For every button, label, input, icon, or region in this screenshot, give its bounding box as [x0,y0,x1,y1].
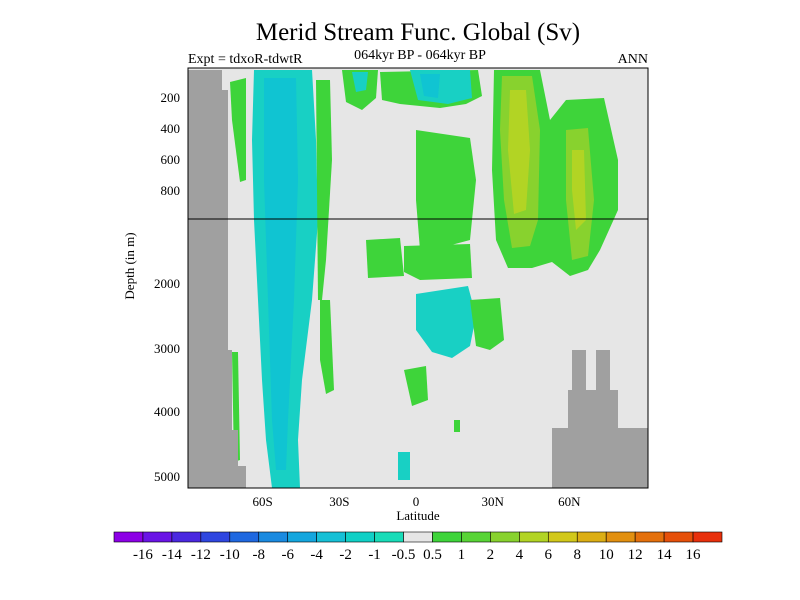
x-tick-label: 0 [413,494,420,509]
colorbar-swatch [547,531,578,543]
period-label: 064kyr BP - 064kyr BP [354,48,486,63]
mid-green-3 [404,244,472,280]
colorbar-label: -10 [220,547,240,563]
colorbar-swatch [229,531,260,543]
arctic-land-mask [552,350,648,488]
mid-green-4 [318,168,328,200]
y-tick-800: 800 [161,183,181,198]
colorbar-label: -0.5 [392,547,416,563]
colorbar-label: -1 [368,547,381,563]
colorbar-swatch [692,531,723,543]
x-tick-label: 60N [558,494,581,509]
colorbar-label: 16 [686,547,702,563]
green-band-south-3 [320,300,334,394]
colorbar-label: -12 [191,547,211,563]
colorbar-swatch [519,531,549,543]
colorbar-swatch [171,531,202,543]
mid-green-2 [366,238,404,278]
colorbar-swatch [113,531,144,543]
colorbar-label: -2 [339,547,352,563]
antarctic-land-mask [188,70,246,488]
colorbar-swatch [663,531,694,543]
y-tick-400: 400 [161,121,181,136]
x-axis-label: Latitude [396,508,440,523]
deep-green-tiny [454,420,460,432]
colorbar-swatch [287,531,317,543]
colorbar-swatch [403,531,433,543]
colorbar-swatch [461,531,491,543]
shallow-cyan-3 [352,72,368,92]
y-tick-600: 600 [161,152,181,167]
x-tick-label: 30S [329,494,349,509]
deep-green-equator [470,298,504,350]
y-tick-3000: 3000 [154,341,180,356]
colorbar-label: 14 [657,547,673,563]
season-label: ANN [618,52,648,67]
x-tick-label: 60S [253,494,273,509]
northern-yellow-core-2 [572,150,586,230]
deep-cyan-small [398,452,410,480]
colorbar-label: 8 [573,547,581,563]
colorbar-swatch [200,531,231,543]
deep-cyan-equator [416,286,476,358]
colorbar-swatch [432,531,462,543]
deep-green-small [404,366,428,406]
x-axis: Latitude 60S 30S 0 30N 60N [253,494,582,523]
y-tick-5000: 5000 [154,469,180,484]
experiment-label: Expt = tdxoR-tdwtR [188,52,303,67]
colorbar-swatch [374,531,404,543]
colorbar-label: 4 [516,547,524,563]
y-tick-4000: 4000 [154,404,180,419]
colorbar-label: 0.5 [423,547,442,563]
colorbar-swatch [634,531,665,543]
colorbar-label: -8 [253,547,266,563]
colorbar-label: 1 [458,547,466,563]
shallow-cyan-1 [410,70,472,104]
y-tick-2000: 2000 [154,276,180,291]
colorbar-swatch [258,531,289,543]
colorbar-swatch [490,531,520,543]
colorbar-swatch [316,531,346,543]
colorbar-label: 10 [599,547,614,563]
southern-cyan-core [264,78,298,470]
y-axis-label: Depth (in m) [122,232,137,299]
colorbar-swatch [345,531,375,543]
green-band-south-1 [230,78,246,182]
colorbar-label: -14 [162,547,182,563]
colorbar-label: 12 [628,547,643,563]
northern-yellow-core [508,90,530,214]
y-axis: 200 400 600 800 2000 3000 4000 5000 Dept… [122,90,180,484]
colorbar-swatch [605,531,636,543]
y-tick-200: 200 [161,90,181,105]
plot-area [187,67,649,489]
colorbar-label: -16 [133,547,153,563]
chart-title: Merid Stream Func. Global (Sv) [256,19,580,46]
colorbar: -16 -14 -12 -10 -8 -6 -4 -2 -1 -0.5 0.5 1 2 4 6 8 10 12 14… [113,531,723,563]
plot-frame [187,67,649,489]
x-tick-label: 30N [481,494,504,509]
colorbar-swatch [576,531,607,543]
mid-green-1 [416,130,476,250]
colorbar-label: -6 [281,547,294,563]
colorbar-label: 2 [487,547,495,563]
colorbar-label: 6 [545,547,553,563]
colorbar-swatch [142,531,173,543]
colorbar-label: -4 [310,547,323,563]
shallow-cyan-2 [420,74,440,98]
